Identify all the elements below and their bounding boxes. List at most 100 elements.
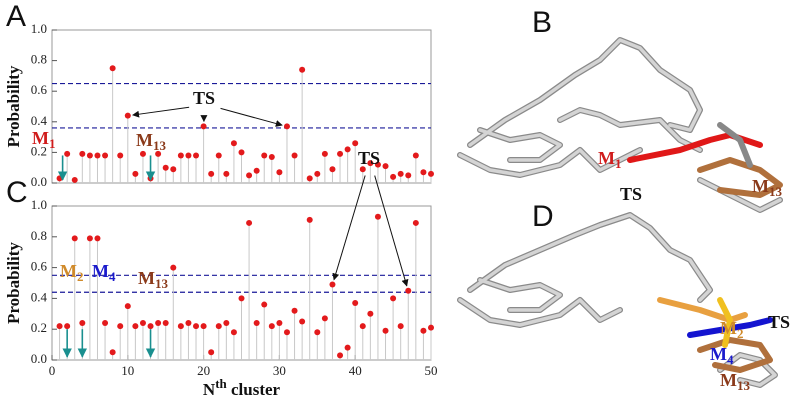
annotation: M13 — [752, 176, 783, 199]
y-tick-label: 0.8 — [31, 52, 47, 67]
point — [359, 166, 366, 173]
point — [367, 160, 374, 167]
annotation: M4 — [710, 344, 734, 367]
annotation: M13 — [136, 130, 167, 153]
point — [132, 170, 139, 177]
annotation: M2 — [720, 318, 744, 341]
y-tick-label: 0.8 — [31, 228, 47, 243]
point — [230, 140, 237, 147]
annotation-subscript: 1 — [49, 136, 56, 151]
point — [132, 323, 139, 330]
point — [261, 301, 268, 308]
x-axis-label-rest: cluster — [227, 380, 281, 399]
point — [109, 349, 116, 356]
point — [94, 235, 101, 242]
annotation-text: M — [136, 130, 153, 150]
annotation-text: M — [32, 128, 49, 148]
annotation-subscript: 13 — [737, 378, 751, 393]
point — [420, 169, 427, 176]
point — [390, 295, 397, 302]
point — [139, 150, 146, 157]
point — [170, 264, 177, 271]
annotation-subscript: 2 — [737, 326, 744, 341]
point — [382, 327, 389, 334]
point — [428, 324, 434, 331]
point — [352, 300, 359, 307]
point — [412, 152, 419, 159]
point — [321, 315, 328, 322]
annotation-subscript: 1 — [615, 156, 622, 171]
point — [223, 170, 230, 177]
annotation-text: M — [710, 344, 727, 364]
point — [253, 320, 260, 327]
point — [79, 150, 86, 157]
annotation-subscript: 13 — [769, 184, 783, 199]
point — [208, 170, 215, 177]
point — [109, 65, 116, 72]
point — [329, 166, 336, 173]
annotation-arrow — [220, 107, 283, 127]
y-tick-label: 0.6 — [31, 82, 48, 97]
y-tick-label: 0.4 — [31, 113, 48, 128]
point — [344, 344, 351, 351]
point — [428, 170, 434, 177]
annotation-arrow — [132, 106, 190, 118]
x-tick-label: 0 — [49, 363, 56, 378]
annotation: M4 — [92, 261, 116, 284]
point — [155, 150, 162, 157]
point — [64, 323, 71, 330]
point — [412, 219, 419, 226]
point — [102, 320, 109, 327]
annotation: M2 — [60, 261, 84, 284]
annotation: M13 — [720, 370, 751, 393]
annotation-text: M — [720, 318, 737, 338]
y-tick-label: 0.6 — [31, 259, 48, 274]
annotation: TS — [768, 312, 790, 332]
point — [276, 320, 283, 327]
point — [117, 152, 124, 159]
point — [405, 287, 412, 294]
point — [246, 219, 253, 226]
point — [299, 318, 306, 325]
point — [102, 152, 109, 159]
annotation-text: TS — [358, 148, 380, 168]
y-tick-label: 1.0 — [31, 21, 47, 36]
annotation-text: TS — [193, 88, 215, 108]
point — [170, 166, 177, 173]
annotation-text: M — [138, 268, 155, 288]
annotation-text: M — [752, 176, 769, 196]
y-axis-label: Probability — [4, 242, 23, 324]
panel-label: D — [532, 200, 554, 233]
point — [253, 167, 260, 174]
annotation-text: M — [60, 261, 77, 281]
point — [71, 176, 78, 183]
point — [397, 323, 404, 330]
point — [337, 150, 344, 157]
point — [139, 320, 146, 327]
annotation-text: M — [598, 148, 615, 168]
point — [56, 175, 63, 182]
point — [283, 123, 290, 130]
point — [344, 146, 351, 153]
x-tick-label: 50 — [425, 363, 438, 378]
point — [79, 320, 86, 327]
y-tick-label: 0.0 — [31, 351, 47, 366]
point — [162, 320, 169, 327]
y-tick-label: 0.2 — [31, 320, 47, 335]
y-tick-label: 0.4 — [31, 289, 48, 304]
point — [276, 169, 283, 176]
point — [86, 235, 93, 242]
point — [238, 295, 245, 302]
point — [367, 310, 374, 317]
x-tick-label: 20 — [197, 363, 210, 378]
point — [117, 323, 124, 330]
point — [420, 327, 427, 334]
point — [86, 152, 93, 159]
point — [268, 153, 275, 160]
point — [306, 216, 313, 223]
annotation: TS — [620, 184, 642, 204]
point — [193, 152, 200, 159]
point — [352, 140, 359, 147]
y-tick-label: 0.0 — [31, 174, 47, 189]
